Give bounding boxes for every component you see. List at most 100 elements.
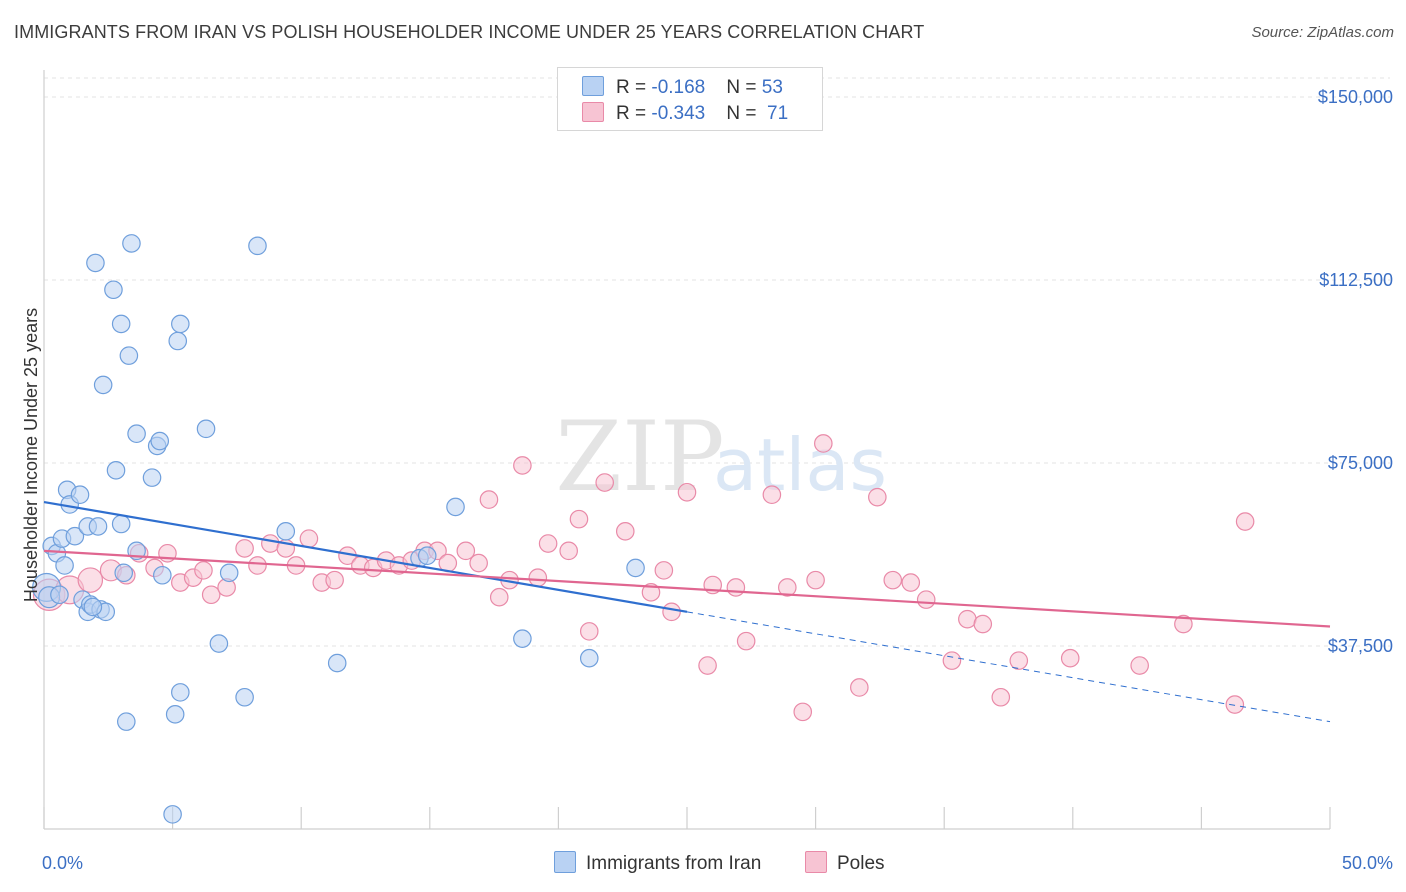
data-point-poles [677, 482, 697, 502]
data-point-poles [235, 539, 254, 558]
legend-n-value-iran: 53 [761, 77, 783, 98]
data-point-poles [261, 534, 280, 553]
data-point-poles [1225, 695, 1245, 714]
data-point-iran [276, 522, 296, 541]
chart-title: IMMIGRANTS FROM IRAN VS POLISH HOUSEHOLD… [14, 22, 925, 42]
data-point-iran [168, 331, 188, 351]
data-point-iran [65, 526, 85, 546]
legend-swatch-iran [582, 76, 604, 96]
data-point-iran [171, 314, 190, 334]
data-point-iran [446, 497, 465, 517]
data-point-iran [106, 461, 126, 480]
data-point-iran [153, 565, 172, 585]
data-point-poles [194, 561, 213, 580]
y-tick-label: $37,500 [1328, 636, 1393, 656]
y-tick-label: $150,000 [1318, 87, 1393, 107]
data-point-poles [1009, 651, 1029, 670]
legend-item-iran: Immigrants from Iran [554, 851, 761, 875]
y-tick-label: $112,500 [1319, 270, 1393, 290]
data-point-iran [111, 514, 131, 534]
data-point-poles [469, 553, 488, 573]
x-tick-label-max: 50.0% [1342, 853, 1393, 873]
data-point-iran [626, 558, 645, 578]
watermark-zip: ZIP [555, 401, 724, 513]
data-point-iran [579, 648, 599, 668]
data-point-iran [142, 468, 162, 487]
data-point-poles [325, 570, 344, 590]
data-point-poles [615, 522, 635, 541]
data-point-iran [50, 585, 69, 605]
trend-line-iran-extension [686, 611, 1331, 723]
data-point-iran [165, 705, 185, 724]
data-point-iran [171, 683, 190, 702]
data-point-poles [662, 602, 681, 622]
data-point-poles [538, 534, 558, 553]
legend-row-iran: R = -0.168 N = 53 [582, 76, 783, 100]
axis-labels: $37,500 $75,000 $112,500 $150,000 0.0% 50.0% H… [21, 87, 1393, 873]
data-point-poles [1235, 512, 1255, 531]
y-axis-title: Householder Income Under 25 years [21, 308, 41, 602]
data-point-poles [991, 687, 1011, 707]
legend-n-label: N = [726, 103, 762, 124]
series-iran [32, 234, 645, 824]
legend-item-poles: Poles [805, 851, 885, 875]
data-point-poles [513, 456, 532, 475]
legend-swatch-poles [805, 851, 827, 873]
data-point-iran [55, 556, 74, 575]
data-point-iran [127, 424, 146, 444]
legend-swatch-poles [582, 102, 604, 122]
data-point-poles [1174, 614, 1193, 634]
data-point-poles [883, 570, 903, 590]
trend-lines [43, 500, 1331, 723]
data-point-iran [235, 687, 254, 707]
data-point-poles [958, 609, 977, 629]
data-point-poles [916, 590, 936, 609]
data-point-iran [209, 634, 229, 653]
data-point-poles [762, 485, 782, 505]
data-point-poles [901, 573, 921, 592]
legend-n-label: N = [726, 77, 762, 98]
legend-r-label: R = [616, 103, 652, 124]
legend-r-value-iran: -0.168 [651, 77, 706, 98]
data-point-poles [569, 509, 589, 529]
data-point-poles [479, 490, 499, 509]
data-point-poles [698, 656, 717, 675]
data-point-iran [219, 563, 239, 583]
data-point-iran [83, 597, 103, 617]
data-point-poles [77, 567, 104, 593]
legend-row-poles: R = -0.343 N = 71 [582, 102, 788, 126]
data-point-poles [654, 561, 674, 580]
x-tick-label-min: 0.0% [42, 853, 83, 873]
axes [43, 70, 1331, 830]
data-point-poles [559, 541, 578, 561]
trend-line-iran [43, 500, 688, 613]
stats-legend: R = -0.168 N = 53 R = -0.343 N = 71 [557, 67, 823, 131]
data-point-iran [111, 314, 131, 334]
data-point-iran [122, 234, 141, 253]
data-point-poles [248, 556, 267, 575]
data-point-iran [104, 280, 123, 300]
source-label: Source: ZipAtlas.com [1251, 24, 1394, 41]
data-point-iran [513, 629, 532, 648]
data-point-poles [1060, 648, 1080, 668]
data-point-poles [299, 529, 319, 548]
data-point-poles [726, 578, 746, 597]
data-point-poles [942, 651, 962, 670]
watermark-atlas: atlas [713, 423, 887, 507]
data-point-poles [850, 678, 869, 697]
legend-label-poles: Poles [837, 853, 885, 874]
data-point-iran [248, 236, 267, 256]
data-point-poles [579, 622, 599, 641]
legend-r-label: R = [616, 77, 652, 98]
data-point-iran [196, 419, 216, 439]
data-point-iran [150, 431, 170, 451]
grid-lines [44, 77, 1390, 647]
data-point-poles [595, 473, 614, 492]
data-point-iran [93, 375, 113, 395]
data-point-poles [778, 578, 797, 597]
data-point-iran [88, 517, 108, 536]
legend-r-value-poles: -0.343 [651, 103, 706, 124]
data-point-poles [973, 614, 993, 634]
data-point-iran [86, 253, 105, 273]
